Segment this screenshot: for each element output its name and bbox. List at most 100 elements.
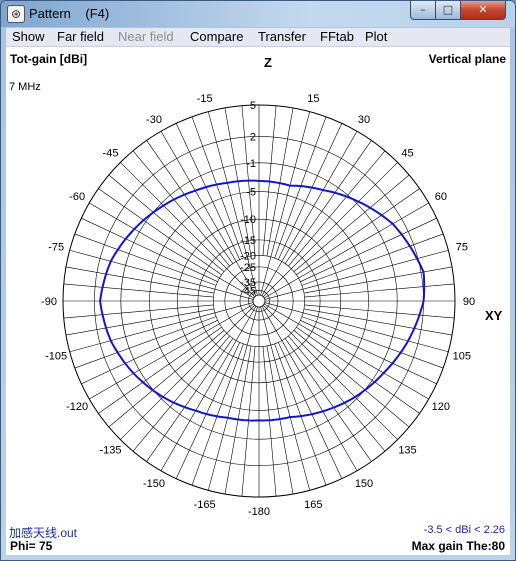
- grid-spoke: [303, 308, 453, 336]
- grid-spoke: [304, 283, 455, 298]
- ring-label: -15: [240, 235, 256, 247]
- grid-spoke: [261, 306, 358, 471]
- angle-label: 165: [304, 499, 322, 511]
- angle-label: -180: [248, 506, 270, 518]
- grid-spoke: [263, 305, 398, 440]
- grid-spoke: [69, 249, 254, 300]
- grid-spoke: [81, 217, 218, 282]
- grid-spoke: [191, 116, 244, 259]
- menu-near-field[interactable]: Near field: [118, 29, 174, 44]
- grid-spoke: [264, 202, 429, 299]
- grid-spoke: [301, 316, 444, 369]
- angle-label: 105: [453, 350, 471, 362]
- grid-spoke: [284, 338, 372, 462]
- angle-label: 90: [463, 296, 475, 308]
- angle-label: -105: [45, 350, 67, 362]
- angle-label: -15: [197, 93, 213, 105]
- grid-spoke: [98, 188, 222, 276]
- window-title: Pattern (F4): [29, 6, 110, 21]
- angle-label: -120: [66, 401, 88, 413]
- grid-spoke: [274, 343, 327, 486]
- angle-label: -60: [69, 191, 85, 203]
- grid-spoke: [207, 306, 258, 491]
- grid-spoke: [260, 111, 311, 296]
- angle-label: 45: [401, 148, 413, 160]
- ring-label: -1: [246, 158, 256, 170]
- grid-spoke: [274, 116, 327, 259]
- minimize-button[interactable]: –: [410, 1, 436, 20]
- menu-show[interactable]: Show: [12, 29, 45, 44]
- grid-spoke: [296, 188, 420, 276]
- grid-spoke: [284, 140, 372, 264]
- angle-label: -45: [103, 148, 119, 160]
- ring-label: 5: [250, 100, 256, 112]
- frequency-label: 7 MHz: [9, 81, 41, 93]
- plot-area[interactable]: Tot-gain [dBi] 7 MHz Vertical plane 5 2 -1…: [6, 47, 510, 555]
- angle-label: -90: [41, 296, 57, 308]
- angle-label: -30: [146, 114, 162, 126]
- close-button[interactable]: ✕: [460, 1, 506, 20]
- grid-spoke: [98, 326, 222, 414]
- grid-spoke: [108, 330, 225, 428]
- grid-spoke: [264, 249, 449, 300]
- grid-spoke: [108, 174, 225, 272]
- quantity-title: Tot-gain [dBi]: [10, 52, 88, 66]
- grid-spoke: [266, 107, 294, 257]
- menu-plot[interactable]: Plot: [365, 29, 388, 44]
- grid-spoke: [74, 316, 217, 369]
- grid-spoke: [293, 330, 410, 428]
- grid-spoke: [191, 343, 244, 486]
- grid-spoke: [63, 283, 214, 298]
- grid-spoke: [81, 320, 218, 385]
- grid-spoke: [301, 233, 444, 286]
- grid-spoke: [296, 326, 420, 414]
- angle-label: -135: [99, 444, 121, 456]
- maximize-button[interactable]: □: [435, 1, 461, 20]
- menu-fftab[interactable]: FFtab: [320, 29, 354, 44]
- angle-label: 120: [432, 401, 450, 413]
- phi-label: Phi= 75: [10, 539, 53, 553]
- grid-spoke: [74, 233, 217, 286]
- menu-compare[interactable]: Compare: [190, 29, 244, 44]
- angle-label: -150: [143, 478, 165, 490]
- axis-z-label: Z: [264, 55, 272, 70]
- ring-label: -25: [240, 262, 256, 274]
- grid-spoke: [263, 162, 398, 297]
- axis-xy-label: XY: [485, 308, 503, 323]
- file-name: 加感天线.out: [9, 526, 78, 540]
- menu-far-field[interactable]: Far field: [57, 29, 104, 44]
- grid-spoke: [288, 335, 386, 452]
- grid-spoke: [146, 140, 234, 264]
- grid-spoke: [288, 150, 386, 267]
- max-gain-label: Max gain The:80: [411, 539, 505, 553]
- grid-spoke: [120, 305, 255, 440]
- grid-spoke: [293, 174, 410, 272]
- grid-spoke: [89, 303, 254, 400]
- grid-spoke: [261, 131, 358, 296]
- grid-spoke: [175, 342, 240, 479]
- pattern-app-icon[interactable]: ⊛: [7, 5, 25, 23]
- grid-spoke: [264, 303, 429, 400]
- menu-bar: Show Far field Near field Compare Transf…: [6, 28, 510, 47]
- grid-spoke: [132, 335, 230, 452]
- title-bar[interactable]: ⊛ Pattern (F4) – □ ✕: [1, 1, 515, 27]
- pattern-trace: [99, 179, 426, 422]
- ring-label: -20: [240, 250, 256, 262]
- grid-spoke: [278, 123, 343, 260]
- grid-spoke: [160, 306, 257, 471]
- grid-spoke: [89, 202, 254, 299]
- menu-transfer[interactable]: Transfer: [258, 29, 306, 44]
- grid-spoke: [120, 162, 255, 297]
- angle-label: 30: [358, 114, 370, 126]
- grid-spoke: [260, 306, 311, 491]
- grid-spoke: [303, 266, 453, 294]
- grid-spoke: [207, 111, 258, 296]
- grid-spoke: [264, 302, 449, 353]
- grid-spoke: [175, 123, 240, 260]
- gain-range: -3.5 < dBi < 2.26: [423, 524, 505, 536]
- grid-spoke: [146, 338, 234, 462]
- angle-label: 60: [435, 191, 447, 203]
- grid-spoke: [300, 217, 437, 282]
- angle-label: 150: [355, 478, 373, 490]
